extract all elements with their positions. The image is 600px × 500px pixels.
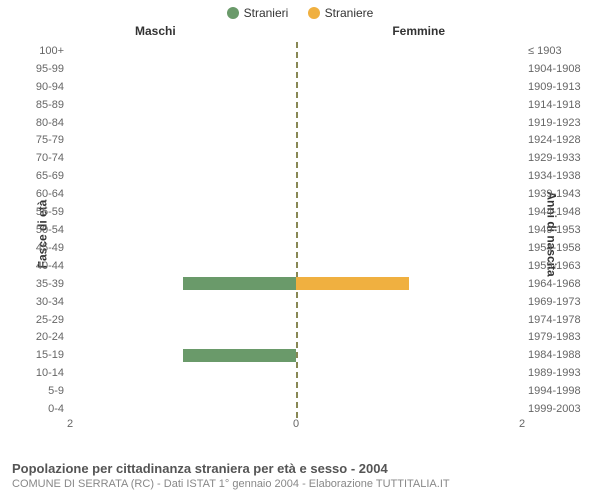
legend-label: Straniere xyxy=(325,6,374,20)
birth-year-label: 1934-1938 xyxy=(522,170,592,182)
age-label: 25-29 xyxy=(12,314,70,326)
bar-female xyxy=(296,277,409,290)
age-label: 85-89 xyxy=(12,99,70,111)
caption-title: Popolazione per cittadinanza straniera p… xyxy=(12,461,588,476)
age-label: 10-14 xyxy=(12,367,70,379)
age-label: 60-64 xyxy=(12,188,70,200)
birth-year-label: 1994-1998 xyxy=(522,385,592,397)
birth-year-label: 1919-1923 xyxy=(522,117,592,129)
birth-year-label: 1969-1973 xyxy=(522,296,592,308)
birth-year-label: ≤ 1903 xyxy=(522,45,592,57)
age-label: 95-99 xyxy=(12,63,70,75)
caption: Popolazione per cittadinanza straniera p… xyxy=(12,461,588,490)
birth-year-label: 1949-1953 xyxy=(522,224,592,236)
birth-year-label: 1964-1968 xyxy=(522,278,592,290)
legend-swatch-female xyxy=(308,7,320,19)
x-axis: 2 0 2 xyxy=(70,418,522,436)
x-tick-label: 2 xyxy=(67,418,73,430)
pyramid-row: 95-991904-1908 xyxy=(70,60,522,78)
bar-male xyxy=(183,349,296,362)
legend-item-straniere: Straniere xyxy=(308,6,374,20)
column-header-female: Femmine xyxy=(392,24,445,38)
column-header-male: Maschi xyxy=(135,24,176,38)
pyramid-row: 0-41999-2003 xyxy=(70,400,522,418)
pyramid-row: 15-191984-1988 xyxy=(70,346,522,364)
pyramid-row: 25-291974-1978 xyxy=(70,311,522,329)
birth-year-label: 1974-1978 xyxy=(522,314,592,326)
pyramid-row: 60-641939-1943 xyxy=(70,185,522,203)
birth-year-label: 1984-1988 xyxy=(522,349,592,361)
legend-swatch-male xyxy=(227,7,239,19)
age-label: 50-54 xyxy=(12,224,70,236)
birth-year-label: 1989-1993 xyxy=(522,367,592,379)
birth-year-label: 1999-2003 xyxy=(522,403,592,415)
pyramid-row: 30-341969-1973 xyxy=(70,293,522,311)
pyramid-row: 55-591944-1948 xyxy=(70,203,522,221)
age-label: 65-69 xyxy=(12,170,70,182)
birth-year-label: 1959-1963 xyxy=(522,260,592,272)
pyramid-row: 50-541949-1953 xyxy=(70,221,522,239)
x-tick-label: 0 xyxy=(293,418,299,430)
age-label: 0-4 xyxy=(12,403,70,415)
age-label: 15-19 xyxy=(12,349,70,361)
pyramid-row: 75-791924-1928 xyxy=(70,132,522,150)
pyramid-row: 100+≤ 1903 xyxy=(70,42,522,60)
legend: Stranieri Straniere xyxy=(0,0,600,24)
birth-year-label: 1979-1983 xyxy=(522,331,592,343)
pyramid-row: 10-141989-1993 xyxy=(70,364,522,382)
age-label: 35-39 xyxy=(12,278,70,290)
birth-year-label: 1909-1913 xyxy=(522,81,592,93)
pyramid-row: 65-691934-1938 xyxy=(70,167,522,185)
age-label: 20-24 xyxy=(12,331,70,343)
birth-year-label: 1954-1958 xyxy=(522,242,592,254)
birth-year-label: 1914-1918 xyxy=(522,99,592,111)
birth-year-label: 1904-1908 xyxy=(522,63,592,75)
plot-area: 202 100+≤ 190395-991904-190890-941909-19… xyxy=(70,42,522,418)
pyramid-row: 90-941909-1913 xyxy=(70,78,522,96)
birth-year-label: 1944-1948 xyxy=(522,206,592,218)
pyramid-row: 40-441959-1963 xyxy=(70,257,522,275)
pyramid-row: 5-91994-1998 xyxy=(70,382,522,400)
age-label: 75-79 xyxy=(12,134,70,146)
pyramid-row: 70-741929-1933 xyxy=(70,149,522,167)
pyramid-row: 85-891914-1918 xyxy=(70,96,522,114)
pyramid-row: 35-391964-1968 xyxy=(70,275,522,293)
age-label: 80-84 xyxy=(12,117,70,129)
age-label: 90-94 xyxy=(12,81,70,93)
pyramid-row: 20-241979-1983 xyxy=(70,328,522,346)
age-label: 5-9 xyxy=(12,385,70,397)
caption-subtitle: COMUNE DI SERRATA (RC) - Dati ISTAT 1° g… xyxy=(12,478,588,490)
legend-label: Stranieri xyxy=(244,6,289,20)
x-tick-label: 2 xyxy=(519,418,525,430)
bar-male xyxy=(183,277,296,290)
pyramid-row: 80-841919-1923 xyxy=(70,114,522,132)
birth-year-label: 1939-1943 xyxy=(522,188,592,200)
age-label: 55-59 xyxy=(12,206,70,218)
pyramid-row: 45-491954-1958 xyxy=(70,239,522,257)
chart: Fasce di età Anni di nascita Maschi Femm… xyxy=(0,24,600,444)
age-label: 40-44 xyxy=(12,260,70,272)
age-label: 100+ xyxy=(12,45,70,57)
birth-year-label: 1924-1928 xyxy=(522,134,592,146)
legend-item-stranieri: Stranieri xyxy=(227,6,289,20)
birth-year-label: 1929-1933 xyxy=(522,152,592,164)
age-label: 45-49 xyxy=(12,242,70,254)
age-label: 70-74 xyxy=(12,152,70,164)
age-label: 30-34 xyxy=(12,296,70,308)
